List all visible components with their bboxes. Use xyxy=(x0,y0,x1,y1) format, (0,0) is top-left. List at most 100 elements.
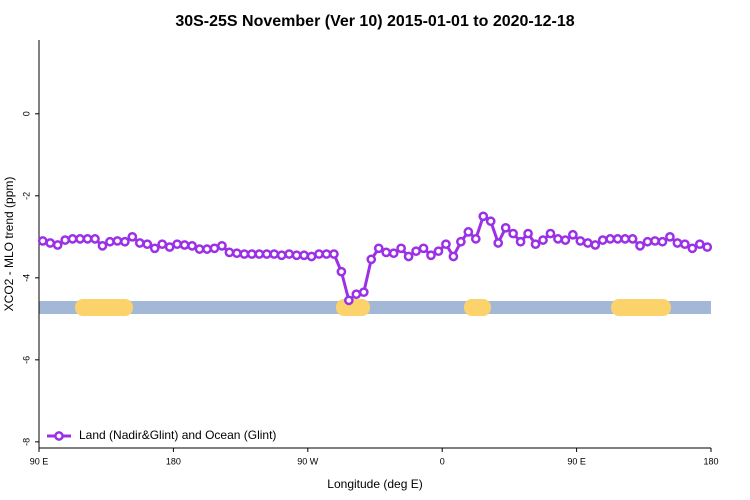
data-point xyxy=(276,250,287,261)
data-point xyxy=(321,249,332,259)
data-point xyxy=(52,240,63,250)
data-point xyxy=(217,240,227,251)
data-point xyxy=(672,238,683,248)
data-point xyxy=(493,238,504,248)
data-point xyxy=(172,239,182,250)
data-point xyxy=(90,234,100,244)
land-ocean-strip xyxy=(39,299,711,316)
data-point xyxy=(254,249,265,259)
data-point xyxy=(388,248,399,259)
data-point xyxy=(530,239,541,250)
data-point xyxy=(381,247,392,258)
data-point xyxy=(179,240,190,250)
data-point xyxy=(396,243,406,254)
land-band xyxy=(611,299,671,316)
data-point xyxy=(209,243,220,254)
data-point xyxy=(344,295,354,306)
data-point xyxy=(314,249,324,259)
data-point xyxy=(680,239,690,250)
data-point xyxy=(142,239,153,250)
data-point xyxy=(45,238,56,248)
data-point xyxy=(67,234,78,244)
data-point xyxy=(523,228,533,239)
data-point xyxy=(582,238,593,248)
data-point xyxy=(590,240,601,250)
data-point xyxy=(187,240,197,251)
data-point xyxy=(635,240,645,251)
data-point xyxy=(665,231,675,242)
y-tick-label: -4 xyxy=(21,274,31,282)
data-point xyxy=(441,239,451,250)
data-point xyxy=(456,236,466,247)
data-point xyxy=(269,249,280,259)
y-tick-label: -8 xyxy=(21,438,31,446)
data-point xyxy=(568,229,578,240)
y-tick-label: -6 xyxy=(21,356,31,364)
data-point xyxy=(291,250,302,261)
data-point xyxy=(37,236,48,246)
data-point xyxy=(411,246,421,257)
data-point xyxy=(194,244,205,254)
x-tick-label: 90 E xyxy=(30,456,49,466)
data-point xyxy=(612,234,623,244)
land-band xyxy=(336,299,370,316)
data-point xyxy=(448,251,459,262)
data-point xyxy=(336,266,347,277)
y-tick-label: -2 xyxy=(21,192,31,200)
data-point xyxy=(202,244,212,254)
data-point xyxy=(418,243,429,254)
data-point xyxy=(545,228,556,239)
data-point xyxy=(164,242,175,252)
y-tick-label: 0 xyxy=(21,111,31,116)
ocean-band xyxy=(39,301,711,314)
data-point xyxy=(120,236,130,247)
x-axis-label: Longitude (deg E) xyxy=(327,477,422,491)
data-point xyxy=(60,235,70,245)
data-point xyxy=(149,243,160,254)
data-point xyxy=(373,243,384,254)
data-point xyxy=(112,236,123,246)
data-point xyxy=(627,234,638,244)
data-point xyxy=(620,234,630,244)
data-point xyxy=(105,236,115,247)
data-point xyxy=(97,240,108,251)
data-point xyxy=(358,287,369,298)
data-point xyxy=(306,251,317,262)
data-point xyxy=(702,242,713,252)
data-point xyxy=(433,246,444,257)
x-tick-label: 180 xyxy=(703,456,718,466)
chart-title: 30S-25S November (Ver 10) 2015-01-01 to … xyxy=(175,13,574,30)
data-point xyxy=(157,239,168,250)
data-point xyxy=(299,250,309,261)
data-point xyxy=(478,211,489,222)
data-point xyxy=(694,239,705,250)
data-point xyxy=(560,235,571,245)
data-point xyxy=(650,236,660,246)
data-point xyxy=(538,235,548,245)
x-tick-label: 0 xyxy=(440,456,445,466)
data-point xyxy=(284,249,294,259)
data-point xyxy=(642,236,653,247)
data-point xyxy=(232,248,242,259)
data-point xyxy=(426,250,436,261)
land-band xyxy=(464,299,491,316)
legend-marker xyxy=(54,431,64,441)
data-point xyxy=(239,249,250,259)
data-point xyxy=(508,228,518,239)
x-tick-label: 90 E xyxy=(567,456,586,466)
data-point xyxy=(657,236,668,247)
legend-label: Land (Nadir&Glint) and Ocean (Glint) xyxy=(79,428,276,442)
data-point xyxy=(261,249,272,259)
data-point xyxy=(134,238,145,248)
data-point xyxy=(463,227,474,237)
data-point xyxy=(553,234,563,244)
data-point xyxy=(329,249,339,259)
data-point xyxy=(515,236,526,247)
data-point xyxy=(597,235,608,245)
land-band xyxy=(75,299,133,316)
x-tick-label: 180 xyxy=(166,456,181,466)
data-point xyxy=(605,234,616,244)
data-point xyxy=(500,222,511,233)
data-point xyxy=(127,231,138,242)
